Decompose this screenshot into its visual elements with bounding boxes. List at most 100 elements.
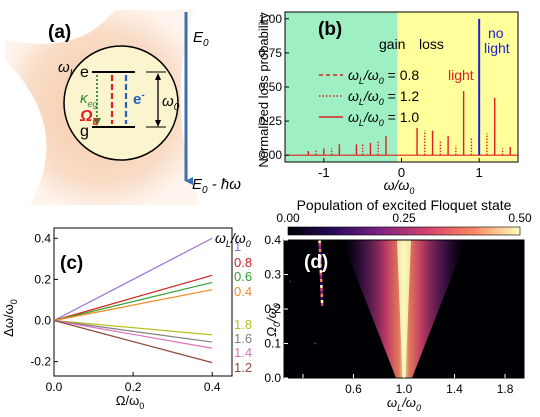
x-tick-label: 1.4 <box>446 382 463 396</box>
y-tick-label: -0.2 <box>30 355 51 369</box>
secondary-resonance-stripe <box>319 273 323 276</box>
atom-circle <box>63 45 179 161</box>
secondary-resonance-stripe <box>318 243 321 246</box>
light-label: light <box>448 67 474 83</box>
series-line-1.4 <box>53 319 213 349</box>
secondary-resonance-stripe <box>319 267 322 270</box>
y-tick-label: 0.25 <box>259 114 283 128</box>
secondary-resonance-dot <box>289 280 292 283</box>
kappa-label: κeg <box>80 90 98 109</box>
panel-b: -1 0 1 0.00 0.25 0.50 0.75 1.00 (b) gain loss l… <box>256 11 519 196</box>
panel-d-ylabel: Ω0/ω0 <box>264 303 282 337</box>
panel-c-label: (c) <box>60 253 83 274</box>
series-label-1.2: 1.2 <box>234 360 252 375</box>
secondary-resonance-stripe <box>320 300 324 303</box>
panel-a-label: (a) <box>48 22 71 43</box>
secondary-resonance-stripe <box>320 285 323 288</box>
colorbar-tick-label: 0.00 <box>276 211 300 225</box>
secondary-resonance-stripe <box>319 270 323 273</box>
series-line-1.8 <box>53 319 213 336</box>
series-line-0.4 <box>53 289 213 322</box>
panel-c-xlabel: Ω/ω0 <box>116 393 145 411</box>
secondary-resonance-stripe <box>318 240 321 243</box>
y-tick-label: 0.2 <box>264 302 281 316</box>
y-tick-label: 0.1 <box>264 337 281 351</box>
panel-b-xlabel: ω/ω0 <box>384 177 415 196</box>
legend-item-1.0: ωL/ω0 = 1.0 <box>348 109 419 128</box>
legend-item-1.2: ωL/ω0 = 1.2 <box>348 88 419 107</box>
y-tick-label: 0.4 <box>264 233 281 247</box>
series-line-1 <box>53 237 213 322</box>
region-gain <box>285 12 398 162</box>
panel-d-colorbar: 0.00 0.25 0.50 <box>276 211 532 236</box>
secondary-resonance-dot <box>314 342 317 345</box>
secondary-resonance-stripe <box>318 255 322 258</box>
legend-item-0.8: ωL/ω0 = 0.8 <box>348 67 419 86</box>
x-tick-label: 0.4 <box>204 380 221 394</box>
panel-b-legend: ωL/ω0 = 0.8 ωL/ω0 = 1.2 ωL/ω0 = 1.0 <box>319 67 419 128</box>
x-tick-label: 0.0 <box>46 380 63 394</box>
x-tick-label: 0.2 <box>125 380 142 394</box>
electron-label: e- <box>133 90 145 108</box>
secondary-resonance-stripe <box>320 294 324 297</box>
x-tick-label: 1.8 <box>497 382 514 396</box>
series-line-0.6 <box>53 281 213 322</box>
series-label-1.6: 1.6 <box>234 331 252 346</box>
y-tick-label: 0.0 <box>34 314 51 328</box>
y-tick-label: 0.75 <box>259 46 283 60</box>
secondary-resonance-stripe <box>320 297 324 300</box>
panel-c-ylabel: Δω/ω0 <box>1 299 19 337</box>
gain-label: gain <box>379 36 405 52</box>
x-tick-label: 0 <box>398 165 405 180</box>
excited-state-label: e <box>80 64 89 81</box>
series-label-1: 1 <box>234 239 241 254</box>
secondary-resonance-stripe <box>320 303 324 306</box>
y-tick-label: 0.2 <box>34 272 51 286</box>
panel-b-regions <box>285 12 518 162</box>
secondary-resonance-stripe <box>318 246 322 249</box>
panel-d-heatmap <box>284 240 524 378</box>
secondary-resonance-stripe <box>319 276 323 279</box>
series-label-0.4: 0.4 <box>234 284 252 299</box>
panel-d-ticks: 0.6 1.0 1.4 1.8 0.0 0.1 0.2 0.3 0.4 <box>264 233 513 396</box>
secondary-resonance-stripe <box>320 291 323 294</box>
panel-d-label: (d) <box>304 252 328 273</box>
series-line-1.2 <box>53 319 213 364</box>
ground-state-label: g <box>80 123 89 140</box>
panel-c-legend-title: ωL/ω0 <box>215 230 251 249</box>
panel-b-peaks <box>285 18 518 156</box>
x-tick-label: 1.0 <box>396 382 413 396</box>
series-line-1.6 <box>53 319 213 343</box>
y-tick-label: 1.00 <box>259 12 283 26</box>
decay-arrowhead <box>93 118 101 126</box>
energy-top-label: E0 <box>193 29 209 49</box>
series-line-0.8 <box>53 274 213 322</box>
secondary-resonance-stripe <box>320 288 323 291</box>
secondary-resonance-stripe <box>318 249 322 252</box>
loss-label: loss <box>419 36 444 52</box>
x-tick-label: 0.6 <box>345 382 362 396</box>
y-tick-label: 0.50 <box>259 80 283 94</box>
transition-arrowhead-up <box>155 73 161 80</box>
y-tick-label: 0.0 <box>264 371 281 385</box>
series-label-1.4: 1.4 <box>234 345 252 360</box>
panel-d: Population of excited Floquet state 0.00… <box>264 197 532 413</box>
x-tick-label: 1 <box>476 165 483 180</box>
panel-d-xlabel: ωL/ω0 <box>387 395 421 413</box>
secondary-resonance-stripe <box>319 264 322 267</box>
panel-d-title: Population of excited Floquet state <box>297 197 512 213</box>
panel-b-ylabel: Normalized loss probability <box>256 12 271 168</box>
x-tick-label: -1 <box>318 165 330 180</box>
y-tick-label: 0.3 <box>264 268 281 282</box>
series-label-0.6: 0.6 <box>234 269 252 284</box>
secondary-resonance-stripe <box>318 252 322 255</box>
secondary-resonance-stripe <box>320 282 323 285</box>
secondary-resonance-stripe <box>319 261 322 264</box>
no-light-label-2: light <box>484 40 510 56</box>
panel-c-ticks: 0.0 0.2 0.4 -0.2 0.0 0.2 0.4 <box>30 231 221 394</box>
panel-c-axes-frame <box>53 227 233 377</box>
colorbar-tick-label: 0.25 <box>392 211 416 225</box>
panel-c-labels: 10.80.60.4 1.81.61.41.2 <box>234 239 252 375</box>
panel-c-lines <box>53 237 213 364</box>
energy-bottom-label: E0 - ħω <box>192 176 241 196</box>
